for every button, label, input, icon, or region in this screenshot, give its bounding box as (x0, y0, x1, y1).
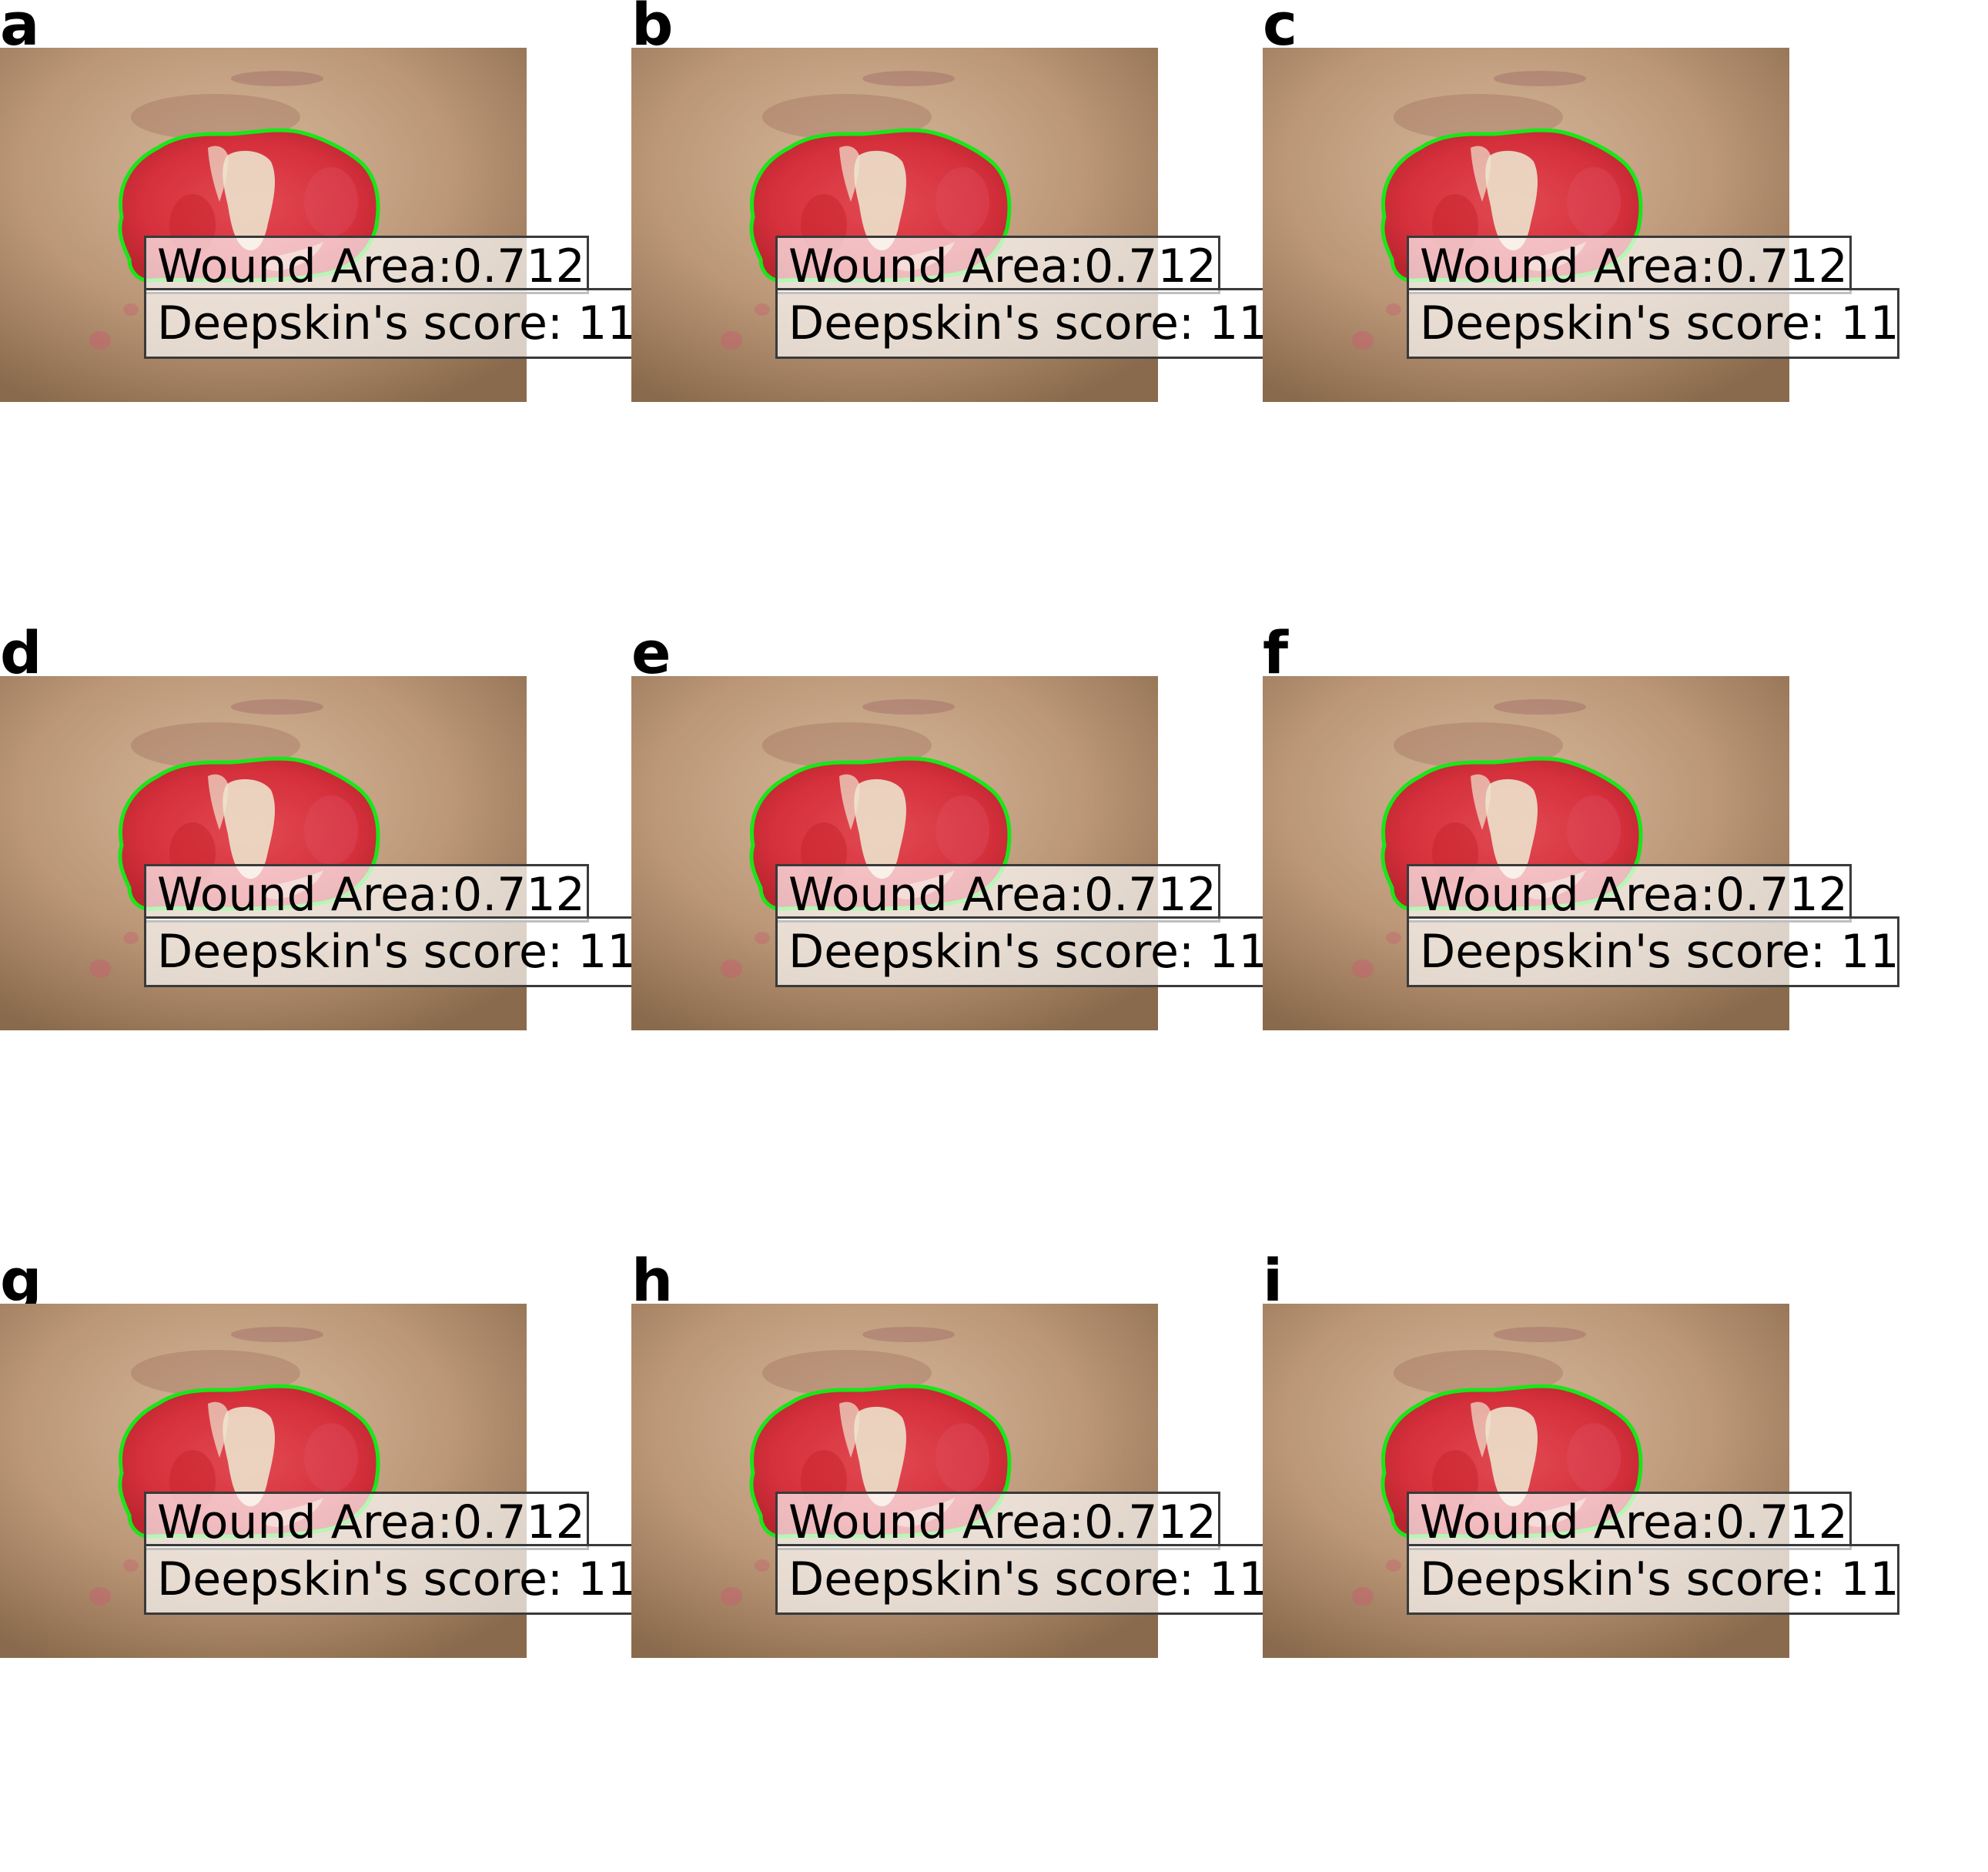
wound-panel-c: c Wound Area:0.712 Deepskin's score: 11.… (1263, 0, 1899, 616)
wound-panel-f: f Wound Area:0.712 Deepskin's score: 11.… (1263, 624, 1899, 1244)
wound-panel-a: a Wound Area:0.712 Deepskin's score: 11. (0, 0, 738, 616)
panel-letter: c (1263, 0, 1298, 59)
wound-area-label: Wound Area:0.712 (1407, 1492, 1852, 1550)
wound-area-label: Wound Area:0.712 (775, 864, 1220, 923)
wound-area-label: Wound Area:0.712 (775, 236, 1220, 294)
wound-panel-e: e Wound Area:0.712 Deepskin's score: 11. (631, 624, 1370, 1244)
wound-panel-d: d Wound Area:0.712 Deepskin's score: 11. (0, 624, 738, 1244)
panel-letter: e (631, 618, 671, 687)
wound-panel-i: i Wound Area:0.712 Deepskin's score: 11.… (1263, 1251, 1899, 1872)
panel-letter: g (0, 1246, 42, 1314)
wound-area-label: Wound Area:0.712 (144, 1492, 589, 1550)
wound-area-label: Wound Area:0.712 (144, 236, 589, 294)
panel-letter: b (631, 0, 674, 59)
wound-panel-b: b Wound Area:0.712 Deepskin's score: 11. (631, 0, 1370, 616)
deepskin-score-label: Deepskin's score: 11.255 (1407, 288, 1899, 359)
panel-letter: f (1263, 618, 1289, 687)
wound-area-label: Wound Area:0.712 (144, 864, 589, 923)
wound-area-label: Wound Area:0.712 (775, 1492, 1220, 1550)
wound-area-label: Wound Area:0.712 (1407, 864, 1852, 923)
panel-letter: d (0, 618, 42, 687)
panel-letter: i (1263, 1246, 1283, 1314)
deepskin-score-label: Deepskin's score: 11.255 (1407, 1544, 1899, 1615)
wound-area-label: Wound Area:0.712 (1407, 236, 1852, 294)
deepskin-score-label: Deepskin's score: 11.255 (1407, 916, 1899, 987)
wound-panel-g: g Wound Area:0.712 Deepskin's score: 11. (0, 1251, 738, 1872)
panel-letter: h (631, 1246, 674, 1314)
panel-letter: a (0, 0, 40, 59)
wound-panel-h: h Wound Area:0.712 Deepskin's score: 11. (631, 1251, 1370, 1872)
